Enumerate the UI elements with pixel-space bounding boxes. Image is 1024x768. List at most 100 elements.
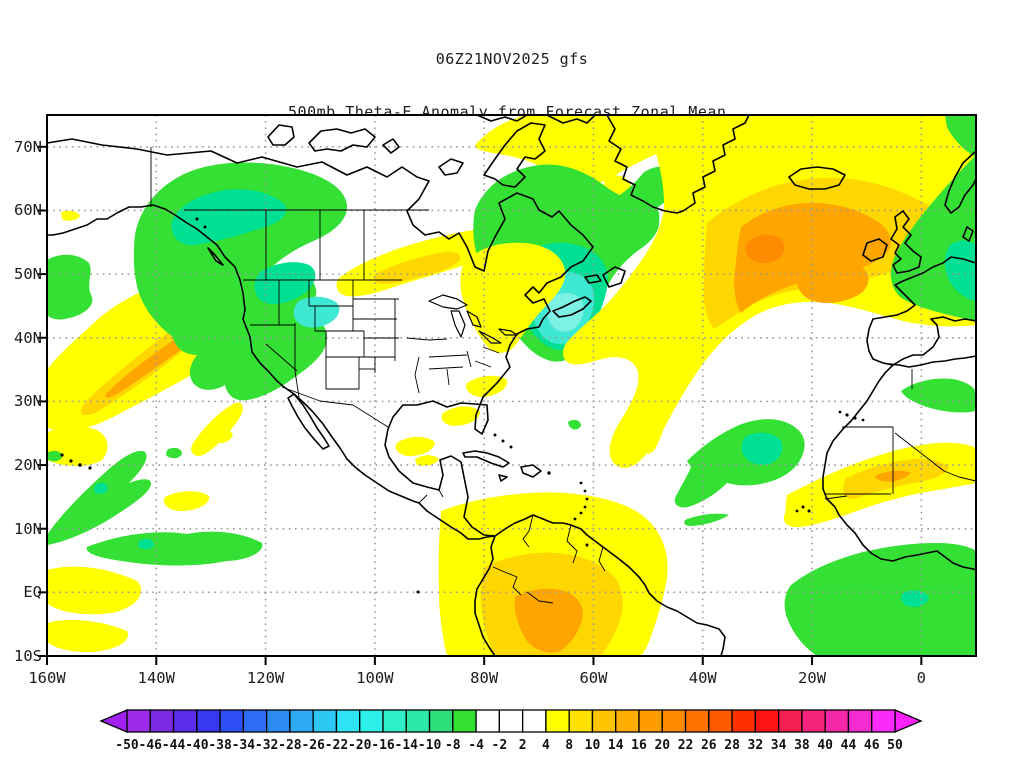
anomaly-shading-blob (86, 531, 263, 566)
anomaly-shading-blob (94, 482, 108, 494)
lat-tick-label: 10S (14, 647, 42, 665)
colorbar-level-label: -14 (395, 738, 419, 753)
colorbar-segment (382, 709, 407, 733)
colorbar-segment (172, 709, 198, 733)
colorbar-segment (591, 709, 617, 733)
colorbar-level-label: -44 (162, 738, 186, 753)
colorbar-level-label: 28 (724, 738, 740, 753)
anomaly-shading-blob (745, 234, 785, 264)
anomaly-shading-blob (514, 588, 583, 653)
colorbar-segment (265, 709, 291, 733)
colorbar-level-label: -26 (301, 738, 325, 753)
colorbar-segment (754, 709, 780, 733)
anomaly-shading-blob (900, 590, 929, 608)
anomaly-shading-blob (547, 293, 584, 332)
map-area (38, 114, 977, 665)
colorbar-canvas: -50 -46 -44 -40 -38 -34 -32 -28 -26 -22 -20 -16 -14-… (99, 709, 923, 753)
colorbar-level-label: 50 (887, 738, 903, 753)
colorbar-level-label: -10 (418, 738, 442, 753)
coastlines-layer (47, 115, 976, 656)
anomaly-shading-blob (47, 619, 128, 653)
colorbar-segment (475, 709, 501, 733)
anomaly-shading-blob (47, 450, 62, 462)
colorbar-level-label: -32 (255, 738, 278, 753)
anomaly-shading-blob (460, 242, 566, 353)
colorbar-segment (568, 709, 594, 733)
map-frame (46, 114, 977, 657)
colorbar-segment (801, 709, 826, 733)
colorbar-level-label: -4 (468, 738, 484, 753)
lon-tick-label: 100W (356, 669, 394, 687)
colorbar-level-label: 10 (585, 738, 601, 753)
colorbar-right-arrow (894, 709, 923, 733)
anomaly-shading-blob (784, 543, 976, 656)
colorbar-segment (219, 709, 245, 733)
colorbar-level-label: 22 (678, 738, 694, 753)
lat-tick-label: 60N (14, 201, 42, 220)
colorbar-segment (335, 709, 361, 733)
lon-tick-label: 0 (916, 669, 927, 687)
anomaly-shading-blob (166, 447, 182, 459)
colorbar-segment (661, 709, 687, 733)
lon-tick-label: 160W (28, 669, 66, 687)
anomaly-shading-blob (293, 296, 340, 328)
colorbar-level-label: 8 (565, 738, 573, 753)
colorbar-segment (359, 709, 384, 733)
colorbar-segment (452, 709, 477, 733)
lat-tick-label: 70N (14, 137, 42, 156)
colorbar-left-arrow (99, 709, 128, 733)
colorbar-level-label: -46 (139, 738, 163, 753)
colorbar-segment (149, 709, 175, 733)
shading-layer (47, 115, 976, 656)
colorbar-segment (428, 709, 454, 733)
lat-tick-label: 30N (14, 392, 42, 411)
colorbar-segment (312, 709, 338, 733)
anomaly-map-canvas (38, 114, 977, 665)
anomaly-shading-blob (944, 240, 976, 301)
lat-tick-label: EQ (23, 583, 42, 602)
colorbar-segment (684, 709, 710, 733)
lon-tick-label: 120W (246, 669, 285, 687)
anomaly-shading-blob (395, 436, 435, 457)
anomaly-shading-blob (441, 406, 481, 426)
anomaly-shading-blob (254, 262, 316, 305)
political-borders-layer (150, 147, 976, 604)
anomaly-shading-blob (568, 419, 581, 430)
colorbar-segment (777, 709, 803, 733)
colorbar-segment (405, 709, 431, 733)
anomaly-shading-blob (466, 375, 508, 397)
lat-tick-label: 20N (14, 456, 42, 475)
colorbar-segment (498, 709, 524, 733)
anomaly-shading-blob (796, 256, 869, 303)
title-run-line: 06Z21NOV2025 gfs (435, 50, 589, 68)
colorbar-level-label: 46 (864, 738, 880, 753)
anomaly-shading-blob (138, 538, 154, 550)
anomaly-shading-blob (945, 115, 976, 157)
colorbar-segment (708, 709, 733, 733)
anomaly-shading-blob (163, 491, 210, 511)
colorbar-level-label: 2 (519, 738, 527, 753)
anomaly-shading-blob (475, 115, 707, 186)
colorbar-level-label: -22 (325, 738, 348, 753)
colorbar-segment (521, 709, 547, 733)
colorbar-level-label: 4 (542, 738, 550, 753)
colorbar-level-label: -50 (115, 738, 139, 753)
anomaly-shading-blob (901, 378, 976, 413)
lat-tick-label: 50N (14, 265, 42, 284)
colorbar-level-label: -38 (208, 738, 232, 753)
colorbar-level-label: -40 (185, 738, 209, 753)
colorbar-level-label: 40 (817, 738, 833, 753)
colorbar-level-label: -16 (371, 738, 395, 753)
lon-tick-label: 40W (688, 669, 717, 687)
lon-tick-label: 140W (137, 669, 175, 687)
anomaly-shading-blob (47, 566, 142, 615)
colorbar-segment (289, 709, 314, 733)
colorbar-segment (242, 709, 268, 733)
colorbar-segment (126, 709, 151, 733)
anomaly-shading-blob (61, 210, 80, 221)
colorbar-level-label: 32 (748, 738, 764, 753)
colorbar-segment (847, 709, 873, 733)
anomaly-shading-blob (415, 455, 439, 466)
colorbar-level-label: -8 (445, 738, 461, 753)
